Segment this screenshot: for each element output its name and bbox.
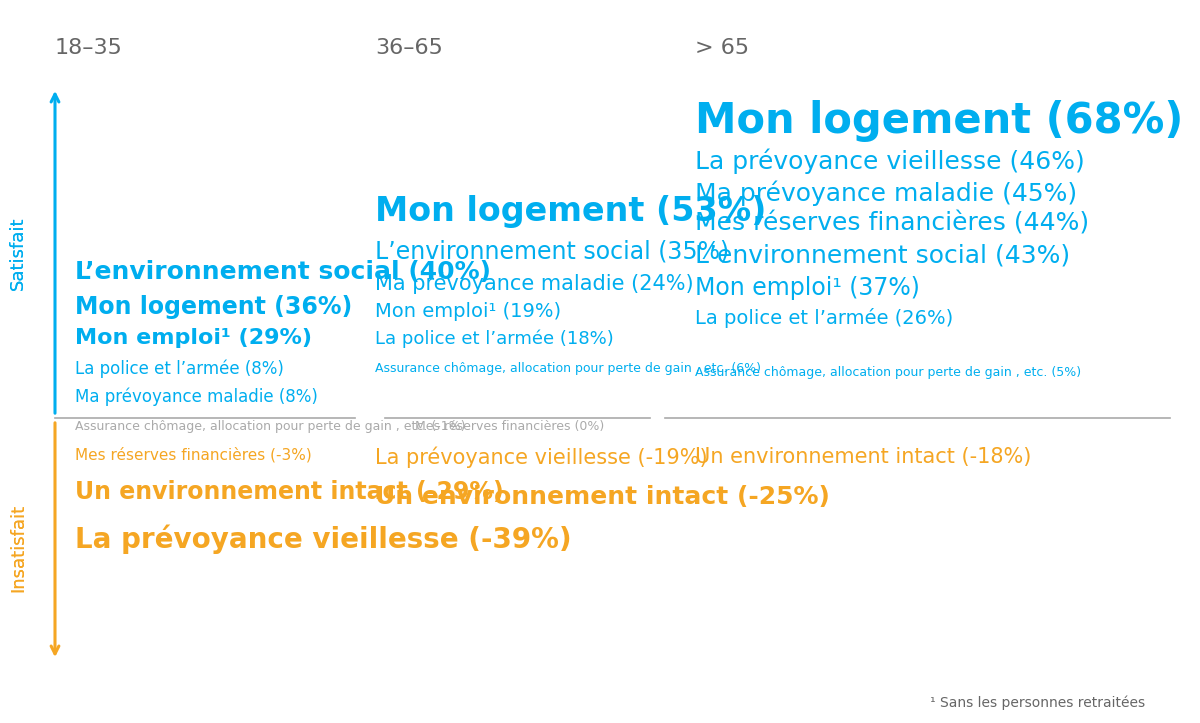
Text: Mes réserves financières (0%): Mes réserves financières (0%) — [415, 420, 605, 433]
Text: Un environnement intact (-18%): Un environnement intact (-18%) — [695, 447, 1031, 467]
Text: 18–35: 18–35 — [55, 38, 122, 58]
Text: La prévoyance vieillesse (46%): La prévoyance vieillesse (46%) — [695, 148, 1085, 174]
Text: ¹ Sans les personnes retraitées: ¹ Sans les personnes retraitées — [930, 695, 1145, 709]
Text: Ma prévoyance maladie (45%): Ma prévoyance maladie (45%) — [695, 180, 1078, 205]
Text: Satisfait: Satisfait — [8, 216, 28, 290]
Text: Assurance chômage, allocation pour perte de gain , etc. (5%): Assurance chômage, allocation pour perte… — [695, 366, 1081, 379]
Text: Mon logement (36%): Mon logement (36%) — [74, 295, 353, 319]
Text: > 65: > 65 — [695, 38, 749, 58]
Text: La police et l’armée (8%): La police et l’armée (8%) — [74, 360, 284, 379]
Text: La police et l’armée (26%): La police et l’armée (26%) — [695, 308, 953, 328]
Text: La prévoyance vieillesse (-19%): La prévoyance vieillesse (-19%) — [374, 447, 708, 469]
Text: Un environnement intact (-25%): Un environnement intact (-25%) — [374, 485, 830, 509]
Text: Mon logement (53%): Mon logement (53%) — [374, 195, 767, 228]
Text: L’environnement social (35%): L’environnement social (35%) — [374, 240, 730, 264]
Text: Mon emploi¹ (29%): Mon emploi¹ (29%) — [74, 328, 312, 348]
Text: La police et l’armée (18%): La police et l’armée (18%) — [374, 330, 613, 348]
Text: Insatisfait: Insatisfait — [8, 504, 28, 592]
Text: Assurance chômage, allocation pour perte de gain , etc. (-1%): Assurance chômage, allocation pour perte… — [74, 420, 466, 433]
Text: Ma prévoyance maladie (24%): Ma prévoyance maladie (24%) — [374, 272, 694, 294]
Text: Mon logement (68%): Mon logement (68%) — [695, 100, 1183, 142]
Text: Mon emploi¹ (37%): Mon emploi¹ (37%) — [695, 276, 920, 300]
Text: 36–65: 36–65 — [374, 38, 443, 58]
Text: L’environnement social (40%): L’environnement social (40%) — [74, 260, 491, 284]
Text: Mes réserves financières (-3%): Mes réserves financières (-3%) — [74, 447, 312, 463]
Text: Mes réserves financières (44%): Mes réserves financières (44%) — [695, 212, 1090, 236]
Text: L’environnement social (43%): L’environnement social (43%) — [695, 244, 1070, 268]
Text: Satisfait: Satisfait — [8, 216, 28, 290]
Text: La prévoyance vieillesse (-39%): La prévoyance vieillesse (-39%) — [74, 524, 571, 554]
Text: Assurance chômage, allocation pour perte de gain , etc. (6%): Assurance chômage, allocation pour perte… — [374, 362, 761, 375]
Text: Mon emploi¹ (19%): Mon emploi¹ (19%) — [374, 302, 562, 321]
Text: Insatisfait: Insatisfait — [8, 504, 28, 592]
Text: Un environnement intact (-29%): Un environnement intact (-29%) — [74, 480, 504, 504]
Text: Ma prévoyance maladie (8%): Ma prévoyance maladie (8%) — [74, 388, 318, 406]
